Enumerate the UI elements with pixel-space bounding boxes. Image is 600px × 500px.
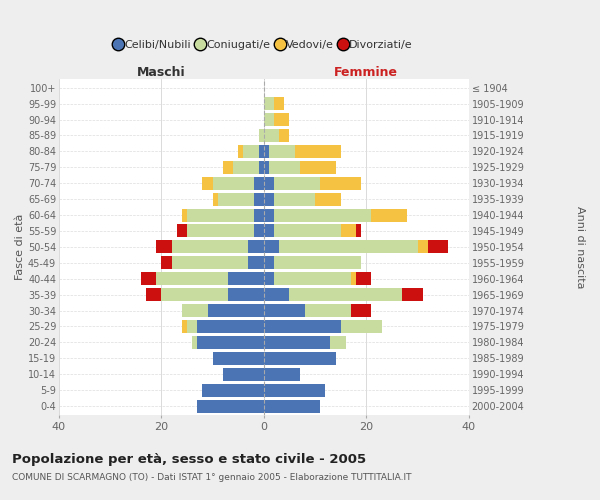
Bar [315,192,341,205]
Bar [264,240,279,254]
Bar [197,320,264,333]
Bar [402,288,422,301]
Bar [197,400,264,412]
Bar [192,336,197,349]
Bar [279,129,289,142]
Bar [274,208,371,222]
Bar [254,224,264,237]
Bar [300,161,335,174]
Legend: Celibi/Nubili, Coniugati/e, Vedovi/e, Divorziati/e: Celibi/Nubili, Coniugati/e, Vedovi/e, Di… [115,39,413,50]
Bar [351,272,356,285]
Bar [269,161,300,174]
Bar [264,272,274,285]
Bar [341,224,356,237]
Bar [212,192,218,205]
Bar [197,336,264,349]
Bar [248,240,264,254]
Bar [223,368,264,381]
Bar [274,256,361,270]
Bar [182,208,187,222]
Bar [264,129,279,142]
Bar [264,320,341,333]
Bar [228,288,264,301]
Bar [351,304,371,317]
Bar [264,352,335,365]
Bar [418,240,428,254]
Bar [161,288,228,301]
Bar [177,224,187,237]
Bar [356,224,361,237]
Bar [274,192,315,205]
Bar [264,113,274,126]
Bar [264,400,320,412]
Bar [254,192,264,205]
Bar [259,129,264,142]
Bar [208,304,264,317]
Bar [238,145,244,158]
Bar [187,224,254,237]
Bar [202,176,212,190]
Bar [141,272,156,285]
Bar [274,113,289,126]
Bar [202,384,264,396]
Bar [264,224,274,237]
Bar [341,320,382,333]
Bar [156,240,172,254]
Bar [320,176,361,190]
Text: Femmine: Femmine [334,66,398,79]
Bar [305,304,351,317]
Bar [264,368,300,381]
Bar [187,208,254,222]
Bar [259,145,264,158]
Bar [254,176,264,190]
Bar [274,176,320,190]
Bar [274,224,341,237]
Bar [274,97,284,110]
Bar [264,192,274,205]
Bar [279,240,418,254]
Bar [331,336,346,349]
Bar [233,161,259,174]
Bar [264,304,305,317]
Bar [172,256,248,270]
Text: Popolazione per età, sesso e stato civile - 2005: Popolazione per età, sesso e stato civil… [12,452,366,466]
Y-axis label: Anni di nascita: Anni di nascita [575,206,585,288]
Text: Maschi: Maschi [137,66,186,79]
Bar [218,192,254,205]
Bar [264,145,269,158]
Bar [371,208,407,222]
Bar [254,208,264,222]
Bar [428,240,448,254]
Bar [264,384,325,396]
Bar [269,145,295,158]
Bar [264,161,269,174]
Bar [264,208,274,222]
Text: COMUNE DI SCARMAGNO (TO) - Dati ISTAT 1° gennaio 2005 - Elaborazione TUTTITALIA.: COMUNE DI SCARMAGNO (TO) - Dati ISTAT 1°… [12,472,412,482]
Bar [289,288,402,301]
Bar [248,256,264,270]
Bar [172,240,248,254]
Bar [264,97,274,110]
Bar [264,336,331,349]
Y-axis label: Fasce di età: Fasce di età [15,214,25,280]
Bar [223,161,233,174]
Bar [356,272,371,285]
Bar [182,320,187,333]
Bar [228,272,264,285]
Bar [212,352,264,365]
Bar [274,272,351,285]
Bar [264,256,274,270]
Bar [259,161,264,174]
Bar [156,272,228,285]
Bar [182,304,208,317]
Bar [244,145,259,158]
Bar [264,176,274,190]
Bar [212,176,254,190]
Bar [161,256,172,270]
Bar [187,320,197,333]
Bar [146,288,161,301]
Bar [264,288,289,301]
Bar [295,145,341,158]
